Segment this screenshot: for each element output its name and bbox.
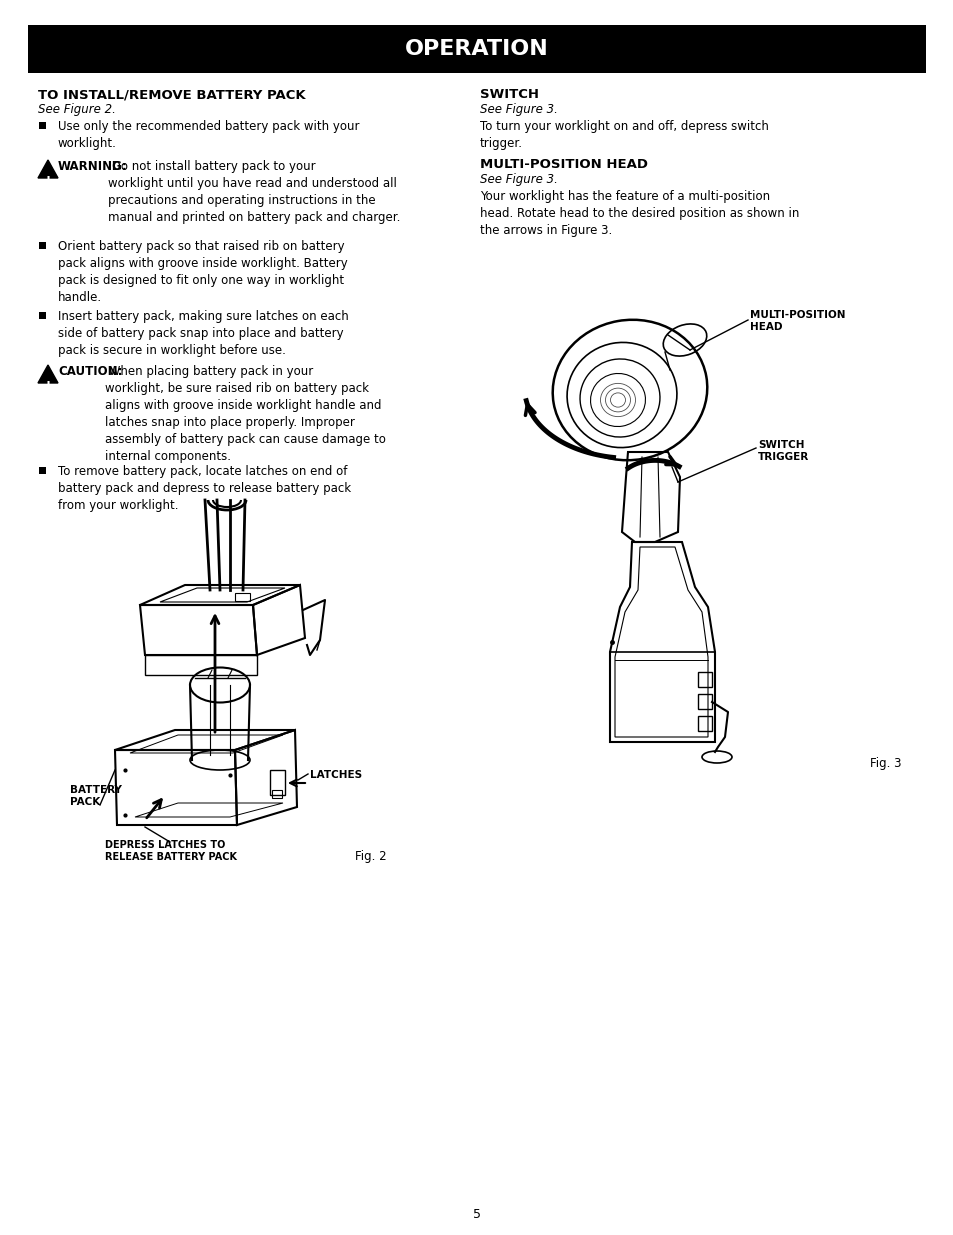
Bar <box>39 312 46 319</box>
Text: Insert battery pack, making sure latches on each
side of battery pack snap into : Insert battery pack, making sure latches… <box>58 310 349 357</box>
Text: See Figure 2.: See Figure 2. <box>38 103 115 116</box>
Bar <box>39 122 46 128</box>
Text: SWITCH
TRIGGER: SWITCH TRIGGER <box>758 440 808 462</box>
Bar <box>270 769 285 795</box>
Text: Use only the recommended battery pack with your
worklight.: Use only the recommended battery pack wi… <box>58 120 359 149</box>
Text: When placing battery pack in your
worklight, be sure raised rib on battery pack
: When placing battery pack in your workli… <box>105 366 385 463</box>
Text: TO INSTALL/REMOVE BATTERY PACK: TO INSTALL/REMOVE BATTERY PACK <box>38 88 305 101</box>
Text: DEPRESS LATCHES TO
RELEASE BATTERY PACK: DEPRESS LATCHES TO RELEASE BATTERY PACK <box>105 840 236 862</box>
Text: To turn your worklight on and off, depress switch
trigger.: To turn your worklight on and off, depre… <box>479 120 768 149</box>
Polygon shape <box>38 366 58 383</box>
Text: WARNING:: WARNING: <box>58 161 128 173</box>
Text: Orient battery pack so that raised rib on battery
pack aligns with groove inside: Orient battery pack so that raised rib o… <box>58 240 348 304</box>
Text: Fig. 3: Fig. 3 <box>869 757 901 769</box>
Text: See Figure 3.: See Figure 3. <box>479 173 558 186</box>
Bar <box>698 672 711 687</box>
Text: !: ! <box>46 177 51 186</box>
Polygon shape <box>38 161 58 178</box>
Text: LATCHES: LATCHES <box>310 769 362 781</box>
Text: SWITCH: SWITCH <box>479 88 538 101</box>
Text: 5: 5 <box>473 1209 480 1221</box>
Text: Fig. 2: Fig. 2 <box>355 850 386 863</box>
Text: Do not install battery pack to your
worklight until you have read and understood: Do not install battery pack to your work… <box>108 161 400 224</box>
Text: MULTI-POSITION
HEAD: MULTI-POSITION HEAD <box>749 310 844 332</box>
Bar <box>698 716 711 731</box>
Bar <box>272 790 282 798</box>
Bar <box>28 25 925 73</box>
Bar <box>39 242 46 249</box>
Bar <box>234 593 250 601</box>
Text: BATTERY
PACK: BATTERY PACK <box>70 785 122 806</box>
Text: !: ! <box>46 382 51 391</box>
Text: OPERATION: OPERATION <box>405 40 548 59</box>
Text: CAUTION:: CAUTION: <box>58 366 122 378</box>
Text: See Figure 3.: See Figure 3. <box>479 103 558 116</box>
Text: To remove battery pack, locate latches on end of
battery pack and depress to rel: To remove battery pack, locate latches o… <box>58 466 351 513</box>
Bar <box>698 694 711 709</box>
Text: Your worklight has the feature of a multi-position
head. Rotate head to the desi: Your worklight has the feature of a mult… <box>479 190 799 237</box>
Bar <box>39 467 46 474</box>
Text: MULTI-POSITION HEAD: MULTI-POSITION HEAD <box>479 158 647 170</box>
